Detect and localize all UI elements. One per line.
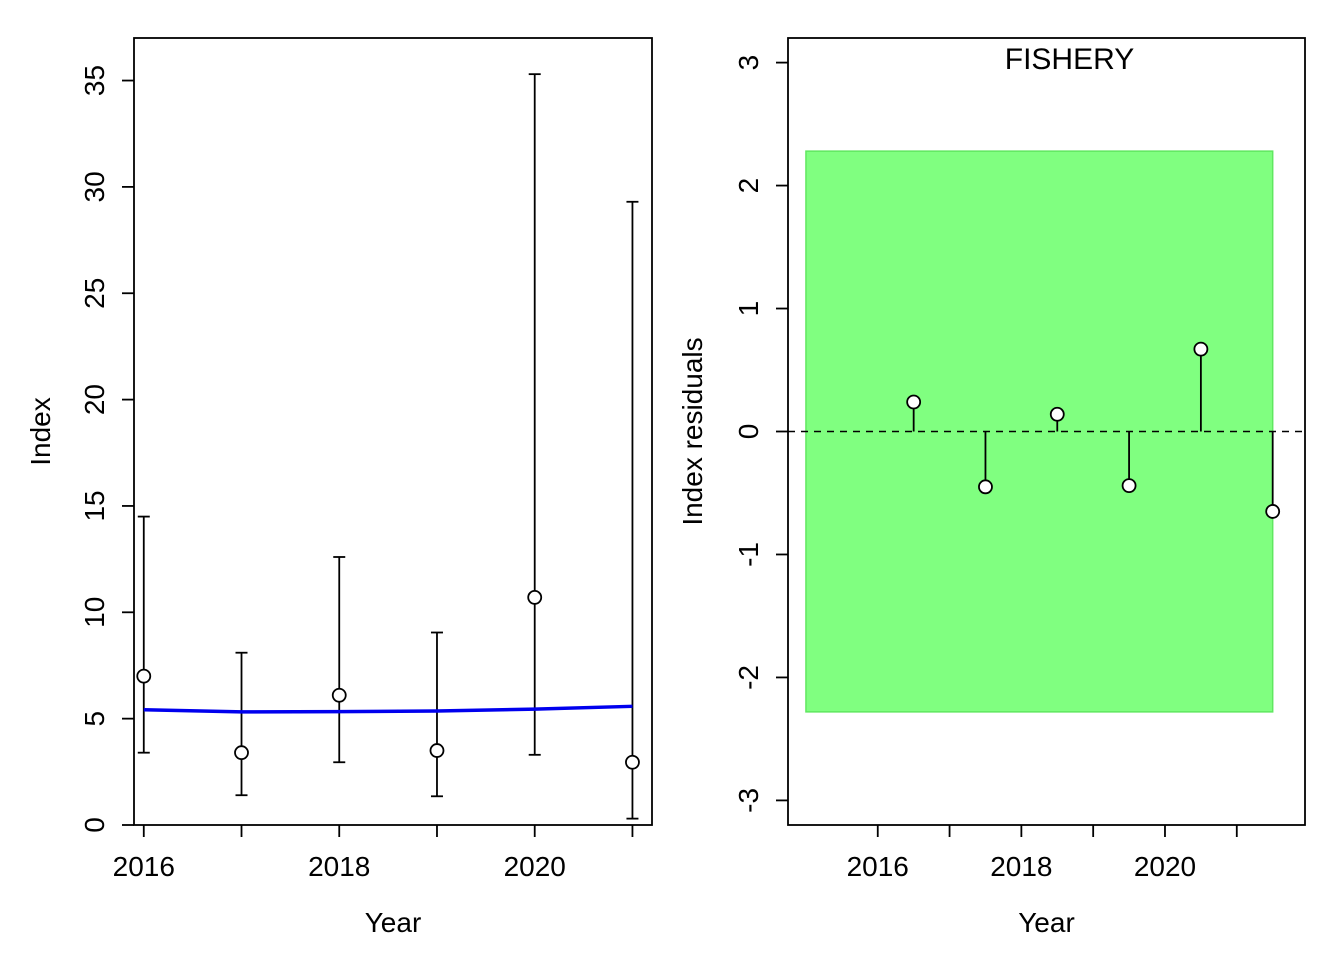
x-tick-label: 2020 <box>1134 851 1196 882</box>
plot-frame <box>133 37 653 826</box>
y-axis-label: Index residuals <box>677 337 708 525</box>
y-tick-label: 35 <box>79 65 110 96</box>
data-point <box>331 687 347 703</box>
index-panel: 2016 2018 2020 0 5 10 15 20 25 30 35 Year Index <box>25 37 653 938</box>
data-point <box>429 743 445 758</box>
y-tick-label: 3 <box>733 55 764 71</box>
data-point <box>978 479 993 495</box>
y-axis-label: Index <box>25 397 56 466</box>
y-tick-label: 2 <box>733 178 764 194</box>
data-point <box>234 745 249 761</box>
data-point <box>136 668 152 684</box>
x-tick-label: 2018 <box>308 851 370 882</box>
data-point <box>1265 504 1281 519</box>
data-point <box>1193 341 1209 357</box>
y-tick-label: 20 <box>79 384 110 415</box>
y-tick-label: 25 <box>79 278 110 309</box>
residuals-panel: 2016 2018 2020 -3 -2 -1 0 1 2 3 Year Index residual… <box>677 37 1306 938</box>
x-tick-label: 2016 <box>113 851 175 882</box>
y-tick-label: 0 <box>79 817 110 833</box>
x-axis-label: Year <box>365 907 422 938</box>
y-tick-label: 10 <box>79 597 110 628</box>
y-tick-label: 5 <box>79 711 110 727</box>
y-tick-label: 15 <box>79 490 110 521</box>
data-point <box>906 394 922 410</box>
y-tick-label: 1 <box>733 301 764 317</box>
fitted-line <box>143 704 633 714</box>
y-tick-label: 0 <box>733 424 764 440</box>
y-tick-label: -2 <box>733 665 764 690</box>
data-point <box>1121 478 1137 494</box>
data-point <box>625 754 640 770</box>
data-point <box>527 590 543 605</box>
x-tick-label: 2018 <box>990 851 1052 882</box>
x-axis-label: Year <box>1018 907 1075 938</box>
x-tick-label: 2016 <box>847 851 909 882</box>
y-tick-label: 30 <box>79 171 110 202</box>
chart-title: FISHERY <box>1005 43 1134 76</box>
x-tick-label: 2020 <box>504 851 566 882</box>
y-tick-label: -1 <box>733 542 764 567</box>
y-tick-label: -3 <box>733 788 764 813</box>
data-point <box>1049 406 1065 422</box>
